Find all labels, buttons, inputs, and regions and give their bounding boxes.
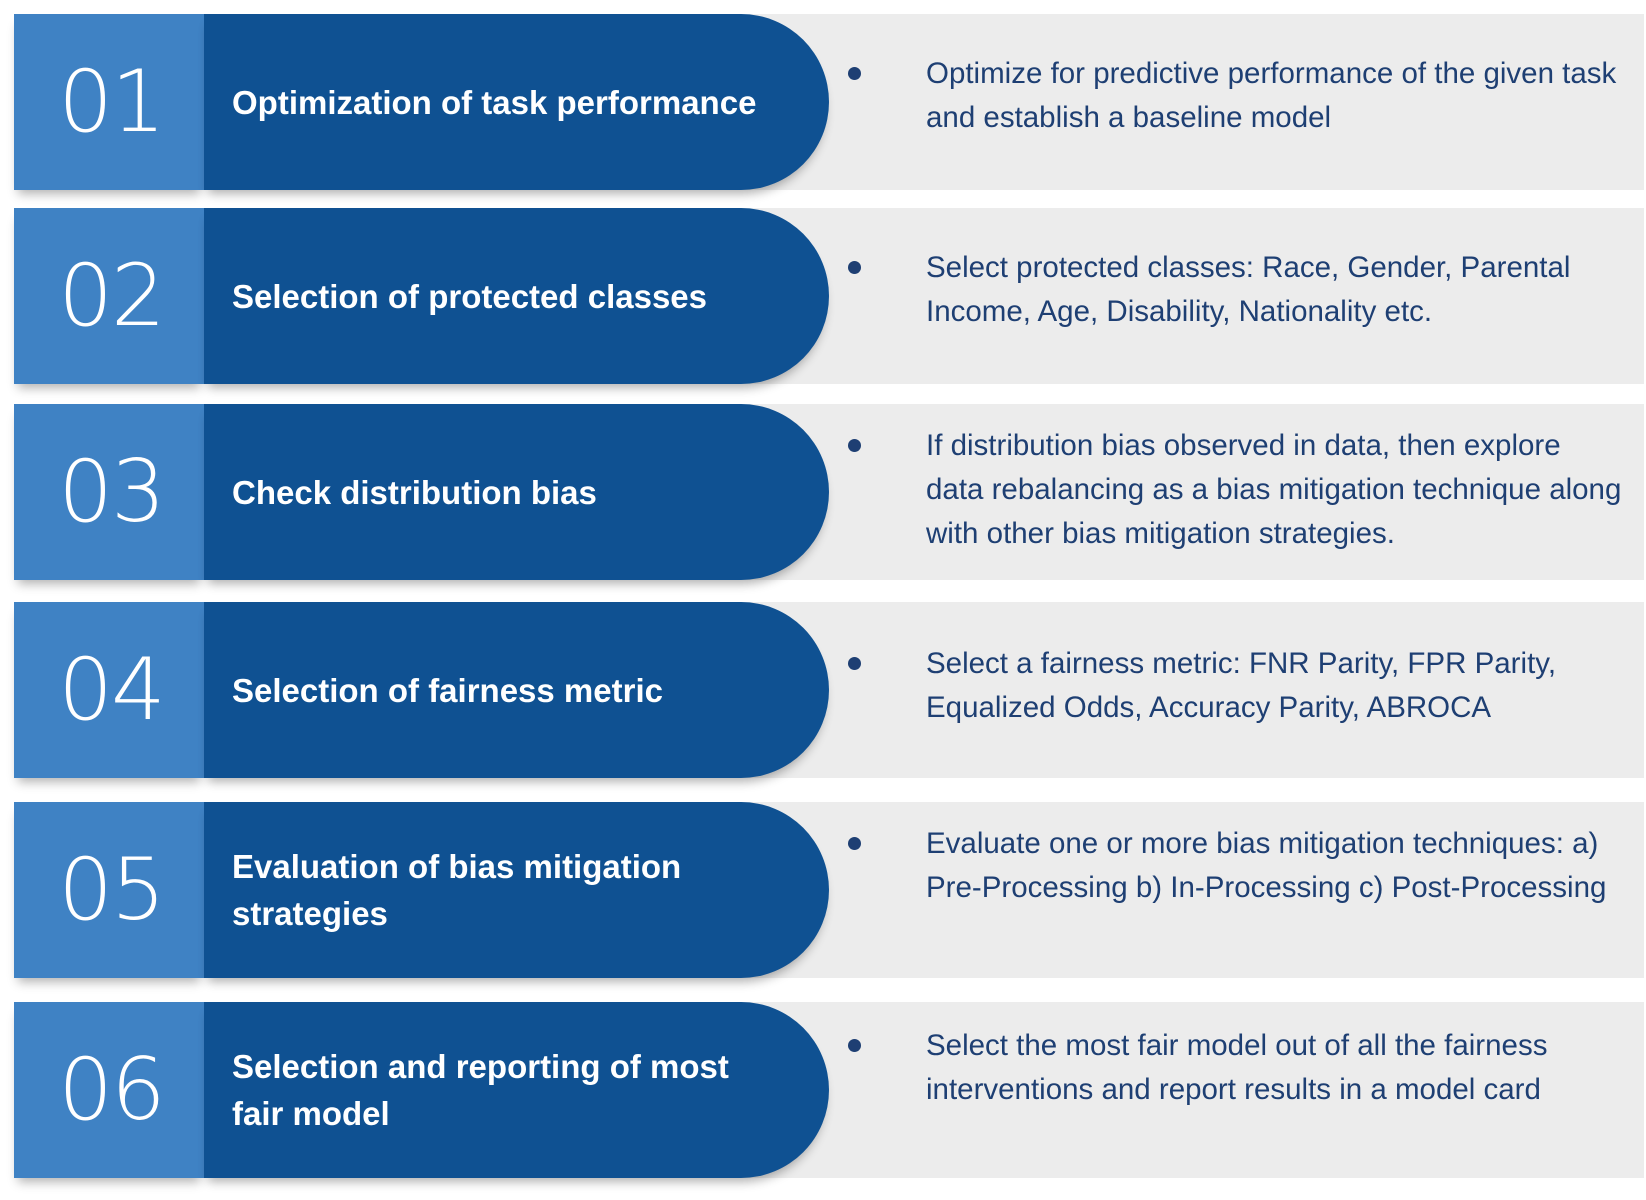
- step-title: Selection of protected classes: [232, 277, 708, 315]
- step-row-05: 05 Evaluation of bias mitigation strateg…: [14, 802, 1644, 978]
- step-title-pill: Evaluation of bias mitigation strategies: [204, 802, 829, 978]
- bullet-icon: [848, 67, 861, 80]
- step-number: 06: [58, 1040, 165, 1140]
- step-number-box: 06: [14, 1002, 204, 1178]
- step-title-pill: Check distribution bias: [204, 404, 829, 580]
- step-row-04: 04 Selection of fairness metric Select a…: [14, 602, 1644, 778]
- step-description: Evaluate one or more bias mitigation tec…: [926, 827, 1607, 904]
- step-number: 04: [58, 640, 165, 740]
- step-description: Select the most fair model out of all th…: [926, 1029, 1548, 1106]
- bullet-icon: [848, 1039, 861, 1052]
- step-number: 03: [58, 442, 165, 542]
- step-number-box: 03: [14, 404, 204, 580]
- bullet-icon: [848, 657, 861, 670]
- step-number: 01: [58, 52, 165, 152]
- step-number-box: 04: [14, 602, 204, 778]
- step-row-06: 06 Selection and reporting of most fair …: [14, 1002, 1644, 1178]
- step-title: Selection and reporting of most fair mod…: [232, 1048, 729, 1132]
- step-number: 05: [58, 840, 165, 940]
- step-number-box: 01: [14, 14, 204, 190]
- step-title-pill: Selection and reporting of most fair mod…: [204, 1002, 829, 1178]
- bullet-icon: [848, 261, 861, 274]
- step-number: 02: [58, 246, 165, 346]
- step-description: If distribution bias observed in data, t…: [926, 429, 1622, 550]
- step-number-box: 02: [14, 208, 204, 384]
- bullet-icon: [848, 439, 861, 452]
- step-description: Select a fairness metric: FNR Parity, FP…: [926, 647, 1557, 724]
- step-title: Selection of fairness metric: [232, 671, 663, 709]
- step-title-pill: Selection of protected classes: [204, 208, 829, 384]
- step-description: Select protected classes: Race, Gender, …: [926, 251, 1571, 328]
- bullet-icon: [848, 837, 861, 850]
- step-title: Evaluation of bias mitigation strategies: [232, 848, 682, 932]
- step-title-pill: Optimization of task performance: [204, 14, 829, 190]
- step-title: Optimization of task performance: [232, 83, 757, 121]
- step-title: Check distribution bias: [232, 473, 597, 511]
- step-row-01: 01 Optimization of task performance Opti…: [14, 14, 1644, 190]
- step-row-03: 03 Check distribution bias If distributi…: [14, 404, 1644, 580]
- step-title-pill: Selection of fairness metric: [204, 602, 829, 778]
- step-number-box: 05: [14, 802, 204, 978]
- step-description: Optimize for predictive performance of t…: [926, 57, 1617, 134]
- step-row-02: 02 Selection of protected classes Select…: [14, 208, 1644, 384]
